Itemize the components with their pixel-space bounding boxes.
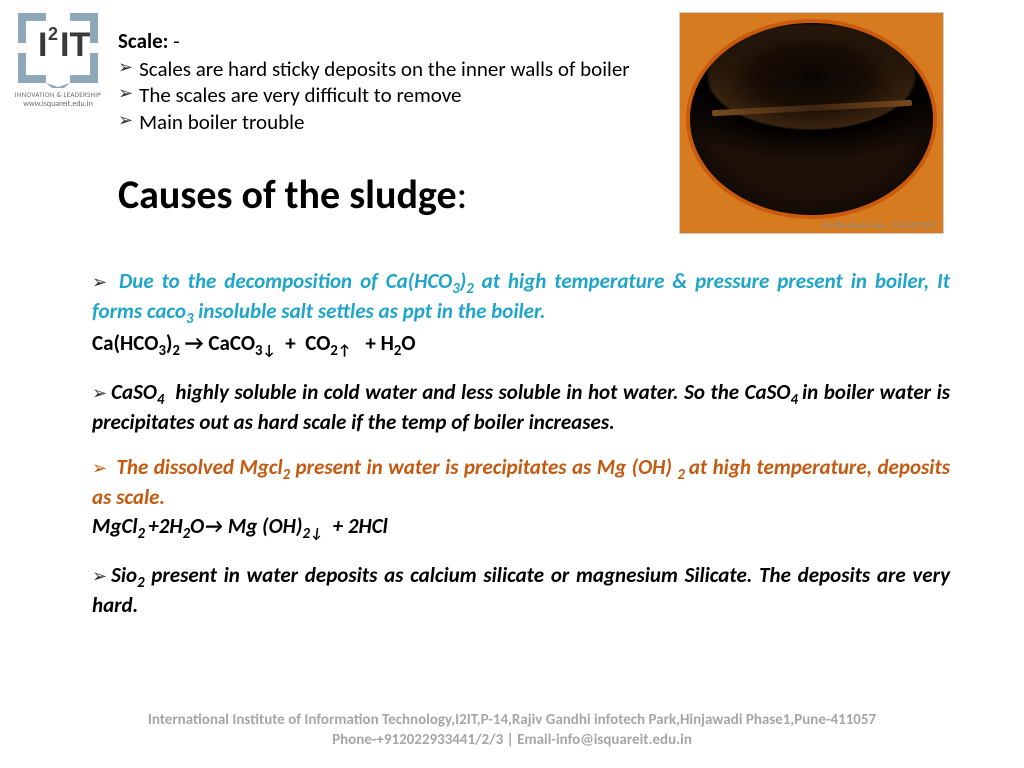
main-heading: Causes of the sludge:	[118, 170, 994, 219]
institute-logo: I 2 IT INNOVATION & LEADERSHIP www.isqua…	[8, 8, 108, 109]
equation-2: MgCl2 +2H2O→ Mg (OH)2↓ + 2HCl	[92, 513, 950, 542]
paragraph-4: Sio2 present in water deposits as calciu…	[92, 562, 950, 619]
paragraph-1: Due to the decomposition of Ca(HCO3)2 at…	[92, 268, 950, 328]
bullet-text: The scales are very difficult to remove	[139, 82, 461, 108]
p3-text: The dissolved Mgcl2 present in water is …	[92, 454, 950, 510]
scale-bullet-1: Scales are hard sticky deposits on the i…	[118, 56, 994, 82]
svg-text:2: 2	[48, 24, 58, 44]
paragraph-3: The dissolved Mgcl2 present in water is …	[92, 454, 950, 511]
equation-1: Ca(HCO3)2 → CaCO3↓ + CO2↑ + H2O	[92, 330, 950, 359]
scale-dash: -	[168, 28, 179, 54]
bullet-arrow-icon	[92, 271, 107, 293]
p1-text: Due to the decomposition of Ca(HCO3)2 at…	[92, 268, 950, 324]
paragraph-2: CaSO4 highly soluble in cold water and l…	[92, 379, 950, 436]
scale-bullet-3: Main boiler trouble	[118, 109, 994, 135]
p4-text: Sio2 present in water deposits as calciu…	[92, 562, 950, 618]
footer-line-1: International Institute of Information T…	[0, 711, 1024, 731]
bullet-text: Scales are hard sticky deposits on the i…	[139, 56, 630, 82]
bullet-arrow-icon	[92, 565, 107, 587]
heading-text: Causes of the sludge	[118, 170, 457, 219]
bullet-arrow-icon	[92, 382, 107, 404]
top-content: Scale: - Scales are hard sticky deposits…	[118, 28, 994, 247]
heading-colon: :	[457, 170, 468, 219]
svg-text:I: I	[38, 26, 47, 64]
scale-bullet-2: The scales are very difficult to remove	[118, 82, 994, 108]
bullet-arrow-icon	[118, 82, 133, 105]
bullet-text: Main boiler trouble	[139, 109, 304, 135]
body-section: Due to the decomposition of Ca(HCO3)2 at…	[92, 268, 950, 619]
scale-label-line: Scale: -	[118, 28, 994, 54]
logo-tagline: INNOVATION & LEADERSHIP	[8, 90, 108, 99]
p2-text: CaSO4 highly soluble in cold water and l…	[92, 379, 950, 435]
svg-text:IT: IT	[60, 26, 90, 64]
logo-url: www.isquareit.edu.in	[8, 99, 108, 109]
bullet-arrow-icon	[118, 109, 133, 132]
bullet-arrow-icon	[118, 56, 133, 79]
footer: International Institute of Information T…	[0, 711, 1024, 750]
footer-line-2: Phone-+912022933441/2/3 | Email-info@isq…	[0, 731, 1024, 751]
bullet-arrow-icon	[92, 457, 107, 479]
scale-label: Scale:	[118, 28, 168, 54]
